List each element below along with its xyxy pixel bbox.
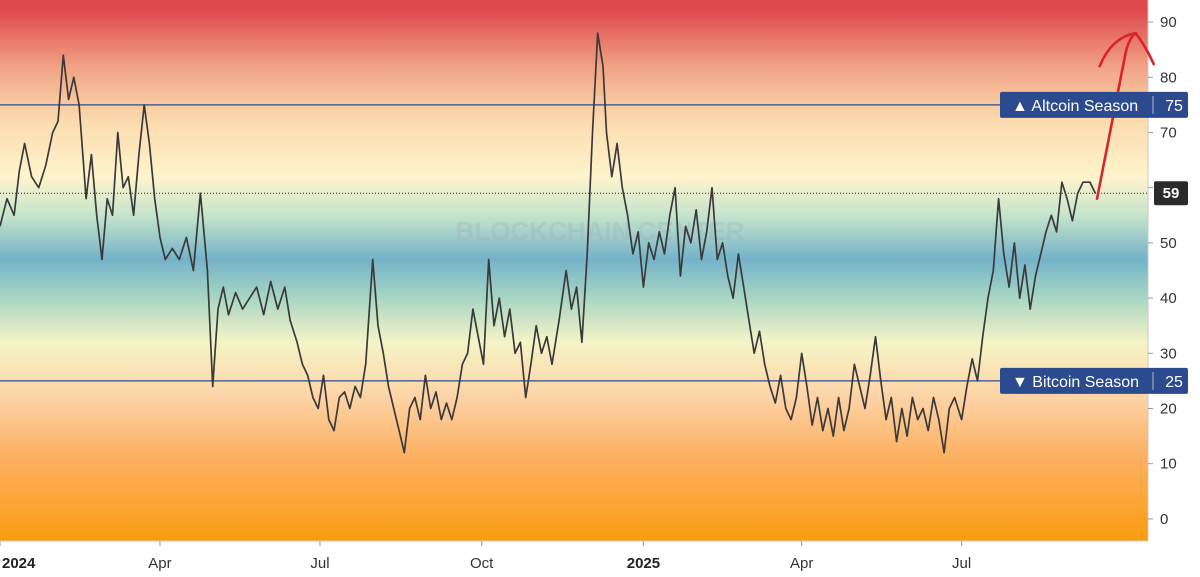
y-tick-label: 10	[1160, 456, 1177, 473]
x-tick-label: 2025	[627, 555, 660, 572]
x-tick-label: Oct	[470, 555, 494, 572]
current-value-badge	[1154, 181, 1188, 206]
x-axis-ticks: 2024 Apr Jul Oct 2025 Apr Jul	[0, 541, 971, 572]
x-tick-label: 2024	[2, 555, 36, 572]
watermark-text: BLOCKCHAIN CENTER	[456, 216, 745, 246]
reference-badge-label: ▼ Bitcoin Season	[1012, 374, 1139, 391]
red-arrow-head	[1098, 31, 1155, 68]
y-tick-label: 80	[1160, 69, 1177, 86]
x-tick-label: Apr	[148, 555, 171, 572]
y-tick-label: 70	[1160, 124, 1177, 141]
y-tick-label: 30	[1160, 345, 1177, 362]
y-tick-label: 20	[1160, 401, 1177, 418]
reference-badge-label: ▲ Altcoin Season	[1012, 98, 1138, 115]
reference-badge-value: 75	[1165, 98, 1183, 115]
x-tick-label: Jul	[952, 555, 971, 572]
price-axis-background	[1148, 0, 1200, 577]
reference-badge	[1000, 367, 1188, 394]
altcoin-index-series-line	[0, 32, 1097, 454]
y-tick-label: 0	[1160, 511, 1168, 528]
axis-badges: ▲ Altcoin Season 75 ▼ Bitcoin Season 25 59	[1000, 91, 1188, 394]
reference-lines	[0, 104, 1148, 382]
reference-badge	[1000, 91, 1188, 118]
x-tick-label: Apr	[790, 555, 813, 572]
x-tick-label: Jul	[310, 555, 329, 572]
current-value-label: 59	[1163, 185, 1180, 202]
y-tick-label: 40	[1160, 290, 1177, 307]
y-tick-label: 50	[1160, 235, 1177, 252]
time-axis-background	[0, 541, 1200, 577]
reference-badge-value: 25	[1165, 374, 1183, 391]
plot-background	[0, 0, 1148, 541]
y-tick-label: 90	[1160, 14, 1177, 31]
